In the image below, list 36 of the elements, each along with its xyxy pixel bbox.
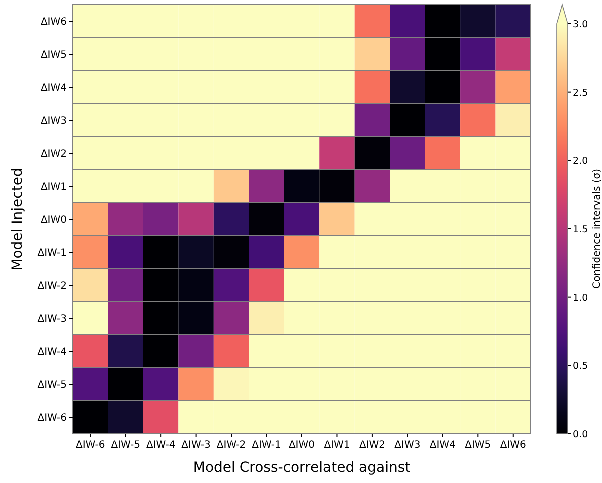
color-bar-label: 1.0 [573,292,588,304]
color-bar-label: 0.0 [573,430,588,440]
y-tick-label: ΔIW6 [40,17,67,28]
x-tick-label: ΔIW-6 [76,440,106,451]
x-tick-label: ΔIW3 [394,440,421,451]
color-bar-title: Confidence intervals (σ) [592,168,602,290]
y-tick-label: ΔIW2 [40,149,67,160]
x-tick-label: ΔIW0 [288,440,316,451]
x-tick-label: ΔIW5 [465,440,492,451]
y-tick-label: ΔIW-4 [38,347,67,358]
x-tick-label: ΔIW-4 [146,440,176,451]
y-tick-label: ΔIW-3 [38,314,67,325]
color-bar-label: 2.5 [573,88,588,99]
y-tick-label: ΔIW-6 [38,413,67,424]
y-tick-label: ΔIW1 [40,182,67,193]
y-tick-label: ΔIW-1 [38,248,67,259]
y-tick-label: ΔIW3 [40,116,67,127]
y-tick-label: ΔIW5 [40,50,67,61]
y-tick-label: ΔIW4 [40,83,67,94]
x-tick-label: ΔIW-5 [111,440,140,451]
color-bar-label: 3.0 [573,20,588,30]
color-bar-label: 0.5 [573,361,588,372]
x-tick-label: ΔIW-3 [182,440,211,451]
x-tick-label: ΔIW-2 [216,440,246,451]
y-axis-title: Model Injected [10,168,26,271]
color-bar-label: 2.0 [573,156,588,168]
x-axis-title: Model Cross-correlated against [193,460,412,476]
x-tick-label: ΔIW2 [359,440,386,451]
x-tick-label: ΔIW1 [324,440,350,451]
color-bar-label: 1.5 [573,224,588,236]
y-tick-label: ΔIW-5 [38,380,67,391]
y-tick-label: ΔIW-2 [38,281,67,292]
x-tick-label: ΔIW4 [430,440,456,451]
y-tick-label: ΔIW0 [40,215,67,226]
x-tick-label: ΔIW6 [500,440,526,451]
x-tick-label: ΔIW-1 [252,440,282,451]
